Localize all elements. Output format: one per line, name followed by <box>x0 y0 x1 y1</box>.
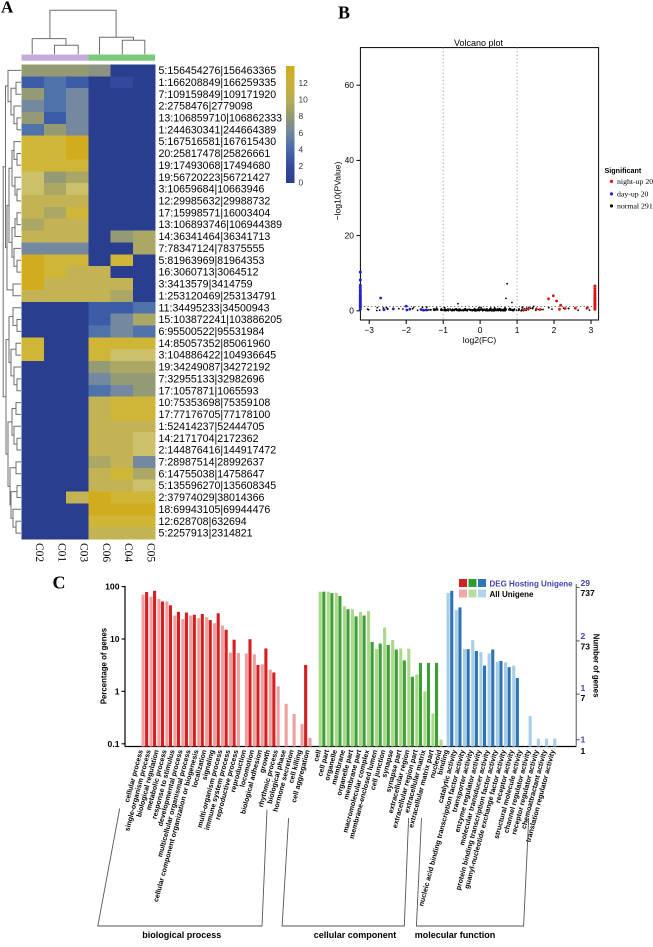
svg-text:17:1057871|1065593: 17:1057871|1065593 <box>159 385 259 397</box>
svg-text:2: 2 <box>299 161 304 171</box>
svg-text:73: 73 <box>581 642 591 652</box>
svg-text:16:3060713|3064512: 16:3060713|3064512 <box>159 267 259 279</box>
svg-text:Significant: Significant <box>605 166 642 175</box>
svg-text:0: 0 <box>349 306 354 316</box>
svg-text:3:10659684|10663946: 3:10659684|10663946 <box>159 184 265 196</box>
svg-text:−2: −2 <box>401 325 411 335</box>
svg-text:5:2257913|2314821: 5:2257913|2314821 <box>159 528 253 540</box>
svg-text:5:156454276|156463365: 5:156454276|156463365 <box>159 65 277 77</box>
svg-text:14:2171704|2172362: 14:2171704|2172362 <box>159 433 259 445</box>
svg-text:7:32955133|32982696: 7:32955133|32982696 <box>159 373 265 385</box>
svg-text:19:17493068|17494680: 19:17493068|17494680 <box>159 160 271 172</box>
svg-text:biological process: biological process <box>142 930 221 940</box>
svg-text:13:106859710|106862333: 13:106859710|106862333 <box>159 112 283 124</box>
svg-text:40: 40 <box>345 155 355 165</box>
svg-text:13:106893746|106944389: 13:106893746|106944389 <box>159 219 283 231</box>
svg-text:19:34249087|34272192: 19:34249087|34272192 <box>159 362 271 374</box>
svg-text:Volcano plot: Volcano plot <box>454 38 504 48</box>
svg-text:1: 1 <box>581 746 586 756</box>
svg-text:5:167516581|167615430: 5:167516581|167615430 <box>159 136 277 148</box>
svg-text:6:95500522|95531984: 6:95500522|95531984 <box>159 326 265 338</box>
svg-text:3:104886422|104936645: 3:104886422|104936645 <box>159 350 277 362</box>
svg-text:3:3413579|3414759: 3:3413579|3414759 <box>159 279 253 291</box>
svg-text:2:2758476|2779098: 2:2758476|2779098 <box>159 101 253 113</box>
svg-text:20:25817478|25826661: 20:25817478|25826661 <box>159 148 271 160</box>
svg-text:night-up 20: night-up 20 <box>617 177 653 186</box>
svg-text:log2(FC): log2(FC) <box>463 335 497 345</box>
svg-text:normal 291: normal 291 <box>617 202 653 211</box>
svg-text:cell: cell <box>312 749 323 763</box>
svg-text:19:56720223|56721427: 19:56720223|56721427 <box>159 172 271 184</box>
svg-text:5:81963969|81964353: 5:81963969|81964353 <box>159 255 265 267</box>
svg-text:1: 1 <box>581 735 586 745</box>
svg-text:−log10(PValue): −log10(PValue) <box>333 161 343 220</box>
svg-text:7:109159849|109171920: 7:109159849|109171920 <box>159 89 277 101</box>
svg-text:17:15998571|16003404: 17:15998571|16003404 <box>159 207 271 219</box>
svg-text:14:85057352|85061960: 14:85057352|85061960 <box>159 338 271 350</box>
svg-text:1: 1 <box>515 325 520 335</box>
svg-text:7:78347124|78375555: 7:78347124|78375555 <box>159 243 265 255</box>
svg-text:0: 0 <box>299 178 304 188</box>
svg-text:C02: C02 <box>33 543 45 562</box>
svg-text:6:14755038|14758647: 6:14755038|14758647 <box>159 468 265 480</box>
svg-text:17:77176705|77178100: 17:77176705|77178100 <box>159 409 271 421</box>
svg-text:737: 737 <box>581 588 596 598</box>
svg-text:Percentage of genes: Percentage of genes <box>100 627 109 704</box>
svg-text:6: 6 <box>299 128 304 138</box>
svg-text:cellular component: cellular component <box>314 930 397 940</box>
svg-text:11:34495233|34500943: 11:34495233|34500943 <box>159 302 270 314</box>
svg-text:C01: C01 <box>55 543 67 562</box>
svg-text:7:28987514|28992637: 7:28987514|28992637 <box>159 456 265 468</box>
svg-text:1:244630341|244664389: 1:244630341|244664389 <box>159 124 277 136</box>
svg-text:2: 2 <box>581 631 586 641</box>
svg-text:DEG Hosting Unigene: DEG Hosting Unigene <box>490 580 574 589</box>
svg-text:1:253120469|253134791: 1:253120469|253134791 <box>159 290 277 302</box>
svg-text:Number of genes: Number of genes <box>592 634 601 698</box>
svg-text:15:103872241|103886205: 15:103872241|103886205 <box>159 314 283 326</box>
svg-text:All Unigene: All Unigene <box>490 590 535 599</box>
svg-text:29: 29 <box>581 578 591 588</box>
svg-text:1:166208849|166259335: 1:166208849|166259335 <box>159 77 277 89</box>
svg-text:B: B <box>338 3 350 23</box>
svg-text:−3: −3 <box>364 325 374 335</box>
svg-text:8: 8 <box>299 111 304 121</box>
svg-text:12:29985632|29988732: 12:29985632|29988732 <box>159 196 271 208</box>
svg-text:14:36341464|36341713: 14:36341464|36341713 <box>159 231 271 243</box>
svg-text:20: 20 <box>345 230 355 240</box>
svg-text:2:37974029|38014366: 2:37974029|38014366 <box>159 492 265 504</box>
svg-text:1:52414237|52444705: 1:52414237|52444705 <box>159 421 265 433</box>
svg-text:60: 60 <box>345 80 355 90</box>
svg-text:1: 1 <box>115 686 120 696</box>
svg-text:4: 4 <box>299 144 304 154</box>
svg-text:C06: C06 <box>100 543 112 562</box>
svg-text:7: 7 <box>581 693 586 703</box>
svg-text:0: 0 <box>478 325 483 335</box>
svg-text:−1: −1 <box>438 325 448 335</box>
svg-text:10: 10 <box>299 95 309 105</box>
svg-text:3: 3 <box>589 325 594 335</box>
svg-text:A: A <box>1 0 14 17</box>
svg-text:12: 12 <box>299 78 309 88</box>
svg-text:0.1: 0.1 <box>108 739 120 749</box>
svg-text:12:628708|632694: 12:628708|632694 <box>159 516 247 528</box>
svg-text:molecular function: molecular function <box>415 930 496 940</box>
svg-text:day-up 20: day-up 20 <box>617 190 648 199</box>
svg-text:100: 100 <box>105 582 120 592</box>
svg-text:2: 2 <box>552 325 557 335</box>
svg-text:C04: C04 <box>122 543 134 562</box>
svg-text:10: 10 <box>110 634 120 644</box>
svg-text:5:135596270|135608345: 5:135596270|135608345 <box>159 480 277 492</box>
svg-text:C05: C05 <box>144 543 156 562</box>
svg-text:10:75353698|75359108: 10:75353698|75359108 <box>159 397 271 409</box>
svg-text:C03: C03 <box>78 543 90 562</box>
svg-text:C: C <box>53 573 66 593</box>
svg-text:2:144876416|144917472: 2:144876416|144917472 <box>159 445 277 457</box>
svg-text:18:69943105|69944476: 18:69943105|69944476 <box>159 504 271 516</box>
svg-text:1: 1 <box>581 683 586 693</box>
